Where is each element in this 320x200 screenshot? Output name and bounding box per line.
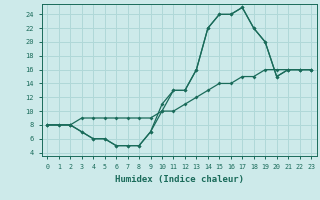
X-axis label: Humidex (Indice chaleur): Humidex (Indice chaleur) bbox=[115, 175, 244, 184]
